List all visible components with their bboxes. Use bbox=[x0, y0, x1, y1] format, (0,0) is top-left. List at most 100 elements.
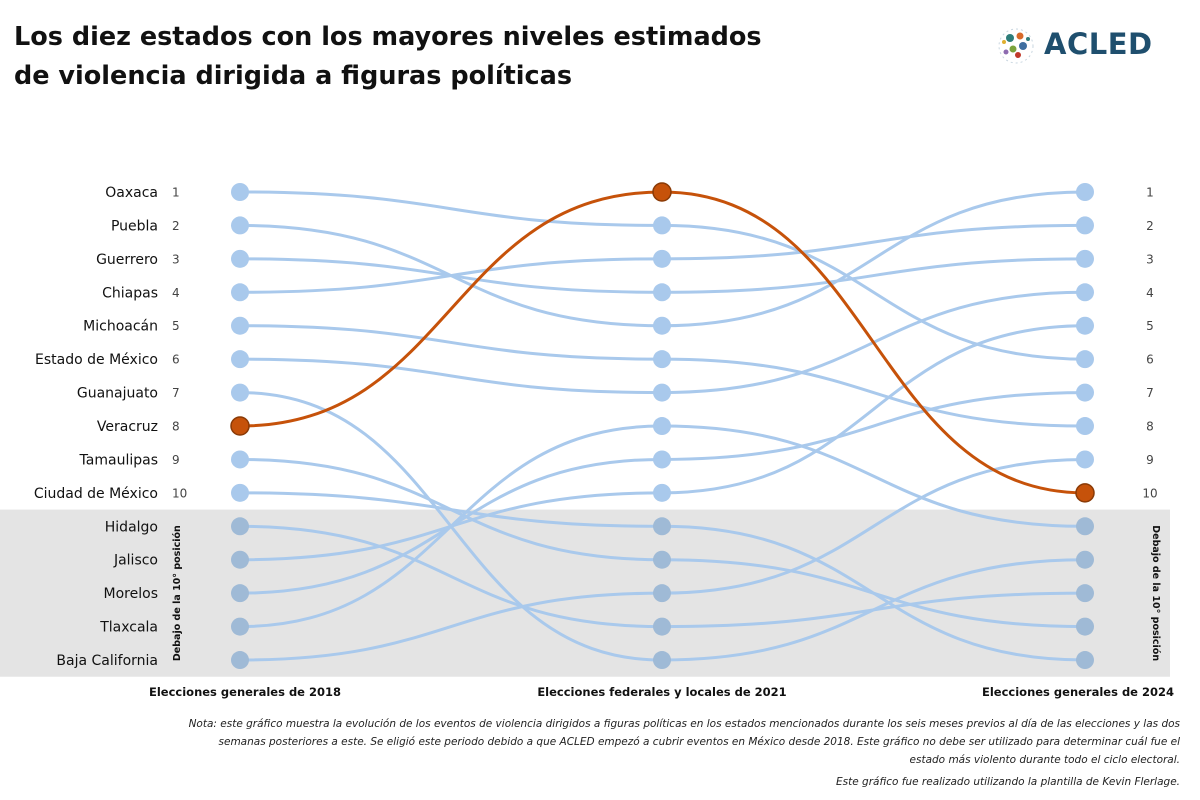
series-dot-11-0 bbox=[231, 550, 249, 569]
note-text: Nota: este gráfico muestra la evolución … bbox=[188, 718, 1180, 766]
series-line-4 bbox=[238, 324, 1087, 428]
rank-label-right-7: 7 bbox=[1146, 386, 1154, 400]
series-dot-12-2 bbox=[1076, 383, 1094, 402]
rank-label-right-3: 3 bbox=[1146, 252, 1154, 266]
series-dot-12-1 bbox=[653, 450, 671, 469]
state-label-3: Chiapas bbox=[102, 285, 158, 301]
series-dot-8-2 bbox=[1076, 617, 1094, 636]
chart-title-line-1: Los diez estados con los mayores niveles… bbox=[14, 22, 762, 52]
rank-label-left-10: 10 bbox=[172, 486, 187, 500]
credit-text: Este gráfico fue realizado utilizando la… bbox=[836, 776, 1180, 788]
state-label-0: Oaxaca bbox=[105, 185, 158, 201]
rank-label-left-8: 8 bbox=[172, 420, 180, 434]
state-label-5: Estado de México bbox=[35, 352, 158, 368]
column-label-1: Elecciones federales y locales de 2021 bbox=[537, 685, 786, 699]
series-dot-9-0 bbox=[231, 483, 249, 502]
state-label-8: Tamaulipas bbox=[79, 452, 158, 468]
state-label-4: Michoacán bbox=[83, 319, 158, 335]
series-dot-5-1 bbox=[653, 383, 671, 402]
series-dot-13-0 bbox=[231, 617, 249, 636]
chart-title: Los diez estados con los mayores niveles… bbox=[14, 18, 794, 96]
series-dot-7-0 bbox=[230, 416, 250, 436]
series-line-7 bbox=[238, 190, 1087, 495]
series-dot-0-0 bbox=[231, 183, 249, 201]
acled-logo-text: ACLED bbox=[1044, 27, 1153, 61]
series-dot-4-2 bbox=[1076, 417, 1094, 436]
rank-label-right-8: 8 bbox=[1146, 420, 1154, 434]
rank-label-left-2: 2 bbox=[172, 219, 180, 233]
rank-label-right-9: 9 bbox=[1146, 453, 1154, 467]
series-dot-10-1 bbox=[653, 617, 671, 636]
state-label-1: Puebla bbox=[111, 218, 158, 234]
state-label-9: Ciudad de México bbox=[34, 486, 158, 502]
below-label-left: Debajo de la 10° posición bbox=[172, 525, 183, 661]
state-label-12: Morelos bbox=[104, 586, 158, 602]
series-dot-0-1 bbox=[653, 216, 671, 235]
series-dot-5-2 bbox=[1076, 283, 1094, 302]
below-10-band bbox=[0, 509, 1170, 677]
series-dot-2-0 bbox=[231, 249, 249, 268]
series-dot-14-0 bbox=[231, 651, 249, 670]
series-dot-1-2 bbox=[1076, 183, 1094, 201]
globe-logo-icon bbox=[998, 28, 1034, 64]
series-dot-4-0 bbox=[231, 316, 249, 335]
rank-label-right-5: 5 bbox=[1146, 319, 1154, 333]
rank-label-left-1: 1 bbox=[172, 186, 180, 200]
series-dot-8-0 bbox=[231, 450, 249, 469]
notes: Nota: este gráfico muestra la evolución … bbox=[180, 715, 1180, 791]
rank-label-left-5: 5 bbox=[172, 319, 180, 333]
series-dot-9-1 bbox=[653, 517, 671, 536]
chart-title-line-2: de violencia dirigida a figuras política… bbox=[14, 61, 572, 91]
acled-logo: ACLED bbox=[992, 22, 1182, 72]
series-dot-9-2 bbox=[1076, 651, 1094, 670]
series-dot-13-1 bbox=[653, 417, 671, 436]
series-line-6 bbox=[238, 391, 1087, 662]
series-dot-12-0 bbox=[231, 584, 249, 603]
series-dot-0-2 bbox=[1076, 350, 1094, 369]
bump-chart: Oaxaca Puebla Guerrero Chiapas Michoacán Esta… bbox=[0, 182, 1174, 699]
series-dot-2-2 bbox=[1076, 249, 1094, 268]
series-line-5 bbox=[238, 290, 1087, 395]
state-label-7: Veracruz bbox=[97, 419, 158, 435]
series-dot-4-1 bbox=[653, 350, 671, 369]
state-label-10: Hidalgo bbox=[105, 519, 158, 535]
column-label-0: Elecciones generales de 2018 bbox=[149, 685, 341, 699]
state-label-14: Baja California bbox=[56, 653, 158, 669]
series-dot-1-0 bbox=[231, 216, 249, 235]
state-label-11: Jalisco bbox=[113, 553, 158, 569]
rank-label-left-4: 4 bbox=[172, 286, 180, 300]
series-dot-3-1 bbox=[653, 249, 671, 268]
state-label-6: Guanajuato bbox=[77, 386, 158, 402]
series-dot-11-1 bbox=[653, 483, 671, 502]
rank-label-left-9: 9 bbox=[172, 453, 180, 467]
rank-label-left-3: 3 bbox=[172, 252, 180, 266]
series-dot-6-0 bbox=[231, 383, 249, 402]
series-dot-8-1 bbox=[653, 550, 671, 569]
series-dot-10-0 bbox=[231, 517, 249, 536]
series-dot-7-1 bbox=[652, 182, 672, 202]
series-dot-3-0 bbox=[231, 283, 249, 302]
series-dot-6-1 bbox=[653, 651, 671, 670]
series-dot-3-2 bbox=[1076, 216, 1094, 235]
series-dot-5-0 bbox=[231, 350, 249, 369]
series-dot-2-1 bbox=[653, 283, 671, 302]
below-label-right: Debajo de la 10° posición bbox=[1150, 525, 1161, 661]
rank-label-right-4: 4 bbox=[1146, 286, 1154, 300]
state-label-2: Guerrero bbox=[96, 252, 158, 268]
series-dot-14-2 bbox=[1076, 450, 1094, 469]
column-label-2: Elecciones generales de 2024 bbox=[982, 685, 1174, 699]
rank-label-left-7: 7 bbox=[172, 386, 180, 400]
series-dot-1-1 bbox=[653, 316, 671, 335]
series-dot-11-2 bbox=[1076, 316, 1094, 335]
rank-label-right-6: 6 bbox=[1146, 353, 1154, 367]
rank-label-right-2: 2 bbox=[1146, 219, 1154, 233]
rank-label-right-1: 1 bbox=[1146, 186, 1154, 200]
state-label-13: Tlaxcala bbox=[99, 620, 158, 636]
rank-label-left-6: 6 bbox=[172, 353, 180, 367]
rank-label-right-10: 10 bbox=[1142, 486, 1157, 500]
series-dot-13-2 bbox=[1076, 517, 1094, 536]
series-dot-14-1 bbox=[653, 584, 671, 603]
series-dot-10-2 bbox=[1076, 584, 1094, 603]
series-dot-7-2 bbox=[1075, 483, 1095, 503]
